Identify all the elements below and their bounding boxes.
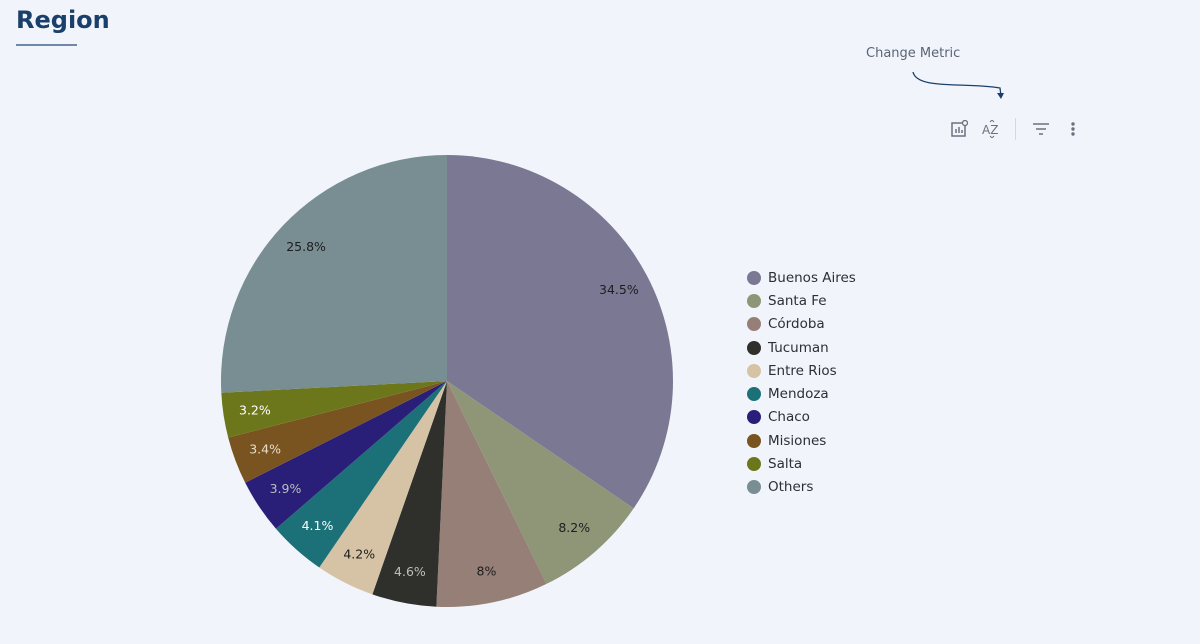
more-vert-icon: [1071, 122, 1075, 136]
svg-text:AZ: AZ: [982, 123, 998, 137]
chart-settings-button[interactable]: [948, 118, 970, 140]
data-label: 25.8%: [286, 239, 326, 254]
legend-item[interactable]: Misiones: [747, 429, 856, 452]
filter-button[interactable]: [1030, 118, 1052, 140]
legend-label: Santa Fe: [768, 292, 827, 309]
page-title: Region: [16, 6, 110, 34]
legend-label: Córdoba: [768, 316, 825, 333]
data-label: 4.6%: [394, 564, 426, 579]
legend-swatch: [747, 480, 761, 495]
legend-label: Entre Rios: [768, 362, 837, 379]
legend-swatch: [747, 270, 761, 285]
legend-item[interactable]: Chaco: [747, 406, 856, 429]
legend-label: Misiones: [768, 432, 827, 449]
filter-icon: [1033, 123, 1049, 135]
chart-legend: Buenos Aires Santa Fe Córdoba Tucuman Entre …: [747, 266, 856, 499]
legend-label: Mendoza: [768, 386, 829, 403]
sort-az-button[interactable]: AZ: [980, 118, 1002, 140]
legend-item[interactable]: Others: [747, 476, 856, 499]
legend-label: Salta: [768, 456, 803, 473]
title-underline: [16, 44, 77, 46]
data-label: 8.2%: [558, 520, 590, 535]
legend-swatch: [747, 340, 761, 355]
data-label: 4.2%: [343, 546, 375, 561]
legend-swatch: [747, 457, 761, 472]
legend-swatch: [747, 363, 761, 378]
data-label: 3.9%: [270, 481, 302, 496]
more-options-button[interactable]: [1062, 118, 1084, 140]
legend-swatch: [747, 293, 761, 308]
data-label: 8%: [477, 563, 497, 578]
pie-chart: 34.5% 8.2% 8% 4.6% 4.2% 4.1% 3.9% 3.4% 3.2% 25.8%: [221, 155, 673, 607]
hint-arrow-icon: [912, 71, 1004, 99]
pie-slice-mendoza[interactable]: [275, 381, 447, 568]
legend-swatch: [747, 317, 761, 332]
legend-label: Buenos Aires: [768, 269, 856, 286]
chart-settings-icon: [951, 120, 968, 137]
legend-label: Chaco: [768, 409, 810, 426]
pie-slice-chaco[interactable]: [245, 381, 447, 529]
pie-slice-salta[interactable]: [221, 381, 447, 438]
legend-item[interactable]: Salta: [747, 452, 856, 475]
sort-az-icon: AZ: [982, 120, 998, 138]
legend-label: Tucuman: [768, 339, 829, 356]
data-label: 3.2%: [239, 403, 271, 418]
pie-slice-c-rdoba[interactable]: [436, 381, 547, 607]
change-metric-hint: Change Metric: [866, 46, 961, 61]
data-label: 4.1%: [302, 518, 334, 533]
legend-item[interactable]: Buenos Aires: [747, 266, 856, 289]
legend-item[interactable]: Tucuman: [747, 336, 856, 359]
toolbar-divider: [1015, 118, 1016, 140]
legend-label: Others: [768, 479, 814, 496]
legend-swatch: [747, 433, 761, 448]
pie-slice-buenos-aires[interactable]: [447, 155, 673, 509]
data-label: 34.5%: [599, 282, 639, 297]
pie-slice-santa-fe[interactable]: [447, 381, 634, 584]
legend-item[interactable]: Entre Rios: [747, 359, 856, 382]
legend-swatch: [747, 410, 761, 425]
data-label: 3.4%: [249, 441, 281, 456]
pie-slice-misiones[interactable]: [228, 381, 447, 483]
pie-slice-entre-rios[interactable]: [319, 381, 447, 595]
pie-slice-others[interactable]: [221, 155, 447, 393]
legend-item[interactable]: Santa Fe: [747, 289, 856, 312]
legend-item[interactable]: Mendoza: [747, 382, 856, 405]
legend-item[interactable]: Córdoba: [747, 313, 856, 336]
legend-swatch: [747, 387, 761, 402]
pie-slice-tucuman[interactable]: [372, 381, 447, 607]
